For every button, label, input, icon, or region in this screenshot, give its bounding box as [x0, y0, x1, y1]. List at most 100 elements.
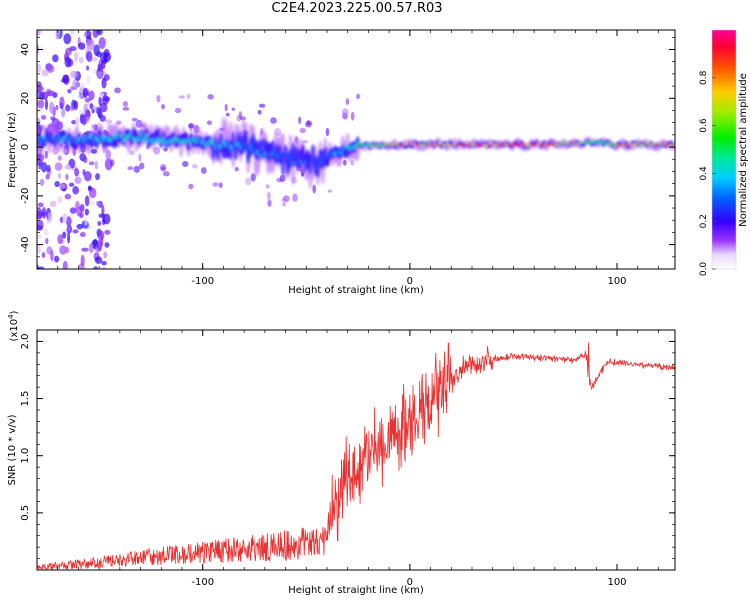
heatmap-noise-blob [37, 234, 42, 239]
snr-frame [36, 329, 676, 571]
heatmap-noise-blob [39, 178, 45, 186]
heatmap-noise-blob [342, 159, 347, 166]
heatmap-noise-blob [191, 163, 198, 169]
heatmap-noise-blob [62, 74, 69, 84]
spectrogram-frame [36, 29, 676, 270]
x-tick-label: -100 [191, 577, 214, 588]
heatmap-noise-blob [298, 116, 302, 125]
heatmap-noise-blob [104, 242, 110, 248]
colorbar-ticks: 0.0 0.2 0.4 0.6 0.8 [699, 70, 716, 276]
heatmap-noise-blob [37, 266, 45, 269]
heatmap-noise-blob [101, 260, 107, 266]
heatmap-noise-blob [67, 232, 71, 244]
heatmap-noise-blob [46, 64, 55, 73]
heatmap-noise-blob [161, 103, 165, 110]
heatmap-noise-blob [327, 189, 333, 193]
heatmap-noise-blob [109, 159, 115, 167]
heatmap-noise-blob [37, 219, 44, 231]
heatmap-noise-blob [74, 168, 80, 177]
heatmap-noise-blob [188, 183, 194, 190]
heatmap-noise-blob [50, 116, 56, 121]
heatmap-noise-blob [97, 230, 105, 241]
heatmap-noise-blob [88, 161, 95, 166]
x-tick-label: 0 [407, 577, 413, 588]
heatmap-noise-blob [37, 44, 40, 54]
colorbar-tick-label: 0.4 [699, 166, 709, 181]
heatmap-noise-blob [95, 106, 101, 115]
heatmap-noise-blob [133, 165, 141, 173]
heatmap-noise-blob [245, 177, 252, 186]
heatmap-noise-blob [270, 117, 277, 124]
snr-panel: -100 0 100 0.5 1.0 1.5 2.0 Height of straight … [7, 310, 676, 596]
heatmap-noise-blob [98, 37, 106, 50]
heatmap-noise-blob [70, 70, 78, 79]
heatmap-noise-blob [64, 246, 70, 254]
heatmap-noise-blob [102, 213, 111, 225]
heatmap-ridge [37, 116, 675, 190]
heatmap-noise-blob [62, 213, 68, 224]
spectrogram-ticks: -100 0 100 -40 -20 0 20 40 [20, 30, 675, 287]
heatmap-noise-blob [88, 187, 97, 199]
heatmap-noise-blob [40, 161, 48, 173]
heatmap-noise-blob [182, 160, 189, 167]
colorbar-tick-label: 0.0 [699, 262, 709, 277]
heatmap-noise-blob [47, 211, 53, 222]
colorbar-label: Normalized spectral amplitude [738, 73, 749, 227]
heatmap-noise-blob [57, 172, 61, 179]
colorbar-frame [711, 29, 737, 270]
heatmap-noise-blob [105, 119, 113, 124]
heatmap-noise-blob [85, 30, 92, 39]
heatmap-noise-blob [37, 86, 45, 92]
heatmap-noise-blob [101, 95, 109, 105]
snr-multiplier-exponent: 4 [7, 314, 15, 319]
heatmap-noise-blob [97, 221, 102, 227]
heatmap-noise-blob [131, 117, 138, 122]
heatmap-noise-blob [78, 109, 87, 115]
heatmap-noise-blob [162, 171, 170, 177]
heatmap-noise-blob [299, 127, 306, 134]
heatmap-noise-blob [69, 105, 76, 112]
heatmap-noise-blob [37, 202, 44, 208]
heatmap-noise-blob [46, 164, 51, 173]
heatmap-noise-blob [69, 207, 77, 214]
heatmap-noise-blob [96, 200, 100, 207]
heatmap-noise-blob [86, 39, 95, 51]
heatmap-noise-blob [73, 51, 79, 63]
heatmap-noise-blob [282, 195, 290, 202]
heatmap-noise-blob [85, 50, 93, 62]
heatmap-noise-blob [63, 33, 72, 45]
heatmap-noise-blob [62, 231, 67, 239]
heatmap-noise-blob [91, 56, 99, 62]
heatmap-noise-blob [72, 229, 79, 234]
heatmap-noise-blob [57, 155, 63, 161]
heatmap-noise-blob [69, 30, 75, 35]
heatmap-noise-blob [57, 234, 63, 245]
heatmap-noise-blob [267, 199, 272, 207]
heatmap-noise-blob [156, 94, 161, 103]
heatmap-noise-blob [83, 171, 92, 182]
heatmap-noise-blob [114, 87, 121, 94]
heatmap-noise-blob [84, 97, 91, 103]
heatmap-noise-blob [82, 169, 86, 176]
heatmap-noise-blob [100, 60, 106, 70]
heatmap-noise-blob [279, 174, 286, 183]
heatmap-noise-blob [78, 56, 84, 64]
heatmap-noise-blob [37, 208, 44, 220]
heatmap-noise-blob [40, 115, 47, 120]
heatmap-noise-blob [54, 162, 63, 171]
heatmap-noise-blob [200, 167, 207, 174]
heatmap-noise-blob [239, 116, 246, 121]
heatmap-noise-blob [88, 242, 94, 254]
heatmap-noise-blob [103, 48, 110, 58]
heatmap-noise-blob [97, 239, 103, 252]
heatmap-noise-blob [163, 147, 168, 152]
heatmap-noise-blob [37, 30, 41, 36]
heatmap-noise-blob [127, 166, 134, 171]
heatmap-noise-blob [101, 205, 105, 217]
heatmap-noise-blob [266, 191, 271, 201]
heatmap-noise-blob [74, 176, 82, 184]
heatmap-noise-blob [83, 103, 88, 112]
snr-xlabel: Height of straight line (km) [288, 585, 424, 596]
heatmap-noise-blob [101, 266, 107, 269]
